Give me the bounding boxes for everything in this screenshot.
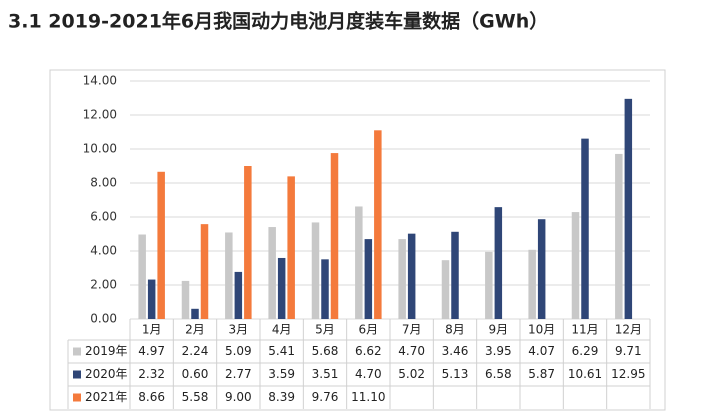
bar — [330, 153, 339, 319]
bar — [244, 166, 252, 319]
legend-swatch — [73, 370, 81, 379]
y-tick-label: 10.00 — [83, 142, 117, 156]
bar — [624, 98, 633, 319]
table-cell: 5.58 — [182, 390, 209, 404]
x-tick-label: 3月 — [229, 323, 249, 337]
x-tick-label: 8月 — [445, 323, 465, 337]
table-cell: 11.10 — [351, 390, 385, 404]
bar — [268, 227, 276, 319]
table-cell: 6.29 — [572, 344, 599, 358]
table-cell: 2.77 — [225, 367, 252, 381]
table-cell: 5.09 — [225, 344, 252, 358]
legend-label: 2019年 — [85, 344, 128, 358]
x-tick-label: 1月 — [142, 323, 162, 337]
chart-frame — [49, 69, 666, 411]
table-cell: 6.62 — [355, 344, 382, 358]
table-cell: 6.58 — [485, 367, 512, 381]
table-cell: 4.97 — [138, 344, 165, 358]
bar — [528, 249, 536, 319]
table-cell: 5.87 — [528, 367, 555, 381]
table-cell: 8.39 — [268, 390, 295, 404]
bar — [494, 207, 503, 319]
y-tick-label: 14.00 — [83, 74, 117, 88]
table-cell: 4.70 — [398, 344, 425, 358]
table-cell: 4.70 — [355, 367, 382, 381]
x-tick-label: 12月 — [615, 323, 642, 337]
legend-swatch — [73, 393, 81, 402]
bar — [485, 251, 493, 319]
table-cell: 3.46 — [442, 344, 469, 358]
table-cell: 4.07 — [528, 344, 555, 358]
bar — [571, 212, 580, 319]
y-tick-label: 0.00 — [90, 312, 117, 326]
legend-label: 2020年 — [85, 367, 128, 381]
x-tick-label: 6月 — [359, 323, 379, 337]
legend-swatch — [73, 347, 81, 356]
table-cell: 2.24 — [182, 344, 209, 358]
bar — [191, 308, 199, 319]
bar — [147, 279, 156, 319]
bar — [200, 224, 209, 319]
x-tick-label: 10月 — [528, 323, 555, 337]
y-tick-label: 6.00 — [90, 210, 117, 224]
table-cell: 8.66 — [138, 390, 165, 404]
y-tick-label: 4.00 — [90, 244, 117, 258]
table-cell: 5.41 — [268, 344, 295, 358]
bar — [225, 232, 233, 319]
table-cell: 9.71 — [615, 344, 642, 358]
x-tick-label: 2月 — [185, 323, 205, 337]
table-cell: 5.02 — [398, 367, 425, 381]
bar — [374, 130, 382, 319]
table-cell: 9.00 — [225, 390, 252, 404]
bar — [321, 259, 329, 319]
x-tick-label: 4月 — [272, 323, 292, 337]
bar — [407, 233, 416, 319]
chart-title: 3.1 2019-2021年6月我国动力电池月度装车量数据（GWh） — [8, 10, 548, 33]
bar — [355, 206, 363, 319]
x-tick-label: 11月 — [571, 323, 598, 337]
x-tick-label: 9月 — [489, 323, 509, 337]
bar — [451, 231, 459, 319]
bar — [287, 176, 295, 319]
bar — [364, 239, 373, 319]
table-cell: 2.32 — [138, 367, 165, 381]
bar — [537, 219, 546, 319]
bar — [234, 271, 243, 319]
bar — [181, 280, 190, 319]
table-cell: 3.59 — [268, 367, 295, 381]
y-tick-label: 2.00 — [90, 278, 117, 292]
table-cell: 9.76 — [312, 390, 339, 404]
x-tick-label: 7月 — [402, 323, 422, 337]
bar — [398, 239, 406, 319]
x-tick-label: 5月 — [315, 323, 335, 337]
bar — [441, 260, 450, 319]
table-cell: 12.95 — [611, 367, 645, 381]
bar — [615, 153, 623, 319]
bar — [311, 222, 320, 319]
table-cell: 10.61 — [568, 367, 602, 381]
table-cell: 0.60 — [182, 367, 209, 381]
table-cell: 3.95 — [485, 344, 512, 358]
bar — [157, 171, 165, 319]
legend-label: 2021年 — [85, 390, 128, 404]
table-cell: 5.13 — [442, 367, 469, 381]
bar — [581, 138, 589, 319]
bar — [277, 257, 286, 319]
y-tick-label: 8.00 — [90, 176, 117, 190]
bar — [138, 234, 146, 319]
table-cell: 5.68 — [312, 344, 339, 358]
y-tick-label: 12.00 — [83, 108, 117, 122]
table-cell: 3.51 — [312, 367, 339, 381]
